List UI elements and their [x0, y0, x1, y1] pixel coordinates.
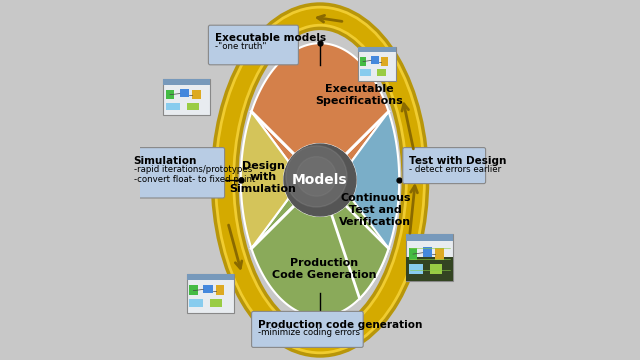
Text: - detect errors earlier: - detect errors earlier: [409, 165, 501, 174]
Polygon shape: [252, 198, 388, 317]
FancyBboxPatch shape: [406, 257, 453, 281]
FancyBboxPatch shape: [193, 90, 201, 99]
Text: Production code generation: Production code generation: [258, 320, 422, 330]
Text: -"one truth": -"one truth": [214, 42, 266, 51]
FancyBboxPatch shape: [358, 47, 396, 81]
FancyBboxPatch shape: [180, 89, 189, 97]
Text: Executable
Specifications: Executable Specifications: [316, 84, 403, 106]
Text: Models: Models: [292, 173, 348, 187]
Text: Continuous
Test and
Verification: Continuous Test and Verification: [339, 193, 412, 227]
Text: -minimize coding errors: -minimize coding errors: [258, 328, 360, 337]
FancyBboxPatch shape: [210, 300, 222, 307]
Circle shape: [284, 144, 356, 216]
FancyBboxPatch shape: [406, 234, 453, 281]
FancyBboxPatch shape: [423, 247, 432, 257]
FancyBboxPatch shape: [360, 57, 367, 66]
Polygon shape: [252, 43, 388, 162]
FancyBboxPatch shape: [166, 103, 180, 110]
FancyBboxPatch shape: [358, 47, 396, 52]
Polygon shape: [241, 112, 289, 248]
FancyBboxPatch shape: [187, 274, 234, 313]
FancyBboxPatch shape: [360, 69, 371, 76]
FancyBboxPatch shape: [216, 285, 224, 295]
FancyBboxPatch shape: [409, 248, 417, 260]
Circle shape: [286, 146, 347, 207]
Text: Production
Code Generation: Production Code Generation: [272, 258, 376, 280]
FancyBboxPatch shape: [187, 103, 198, 110]
Text: Design
with
Simulation: Design with Simulation: [230, 161, 296, 194]
FancyBboxPatch shape: [430, 264, 442, 274]
FancyBboxPatch shape: [381, 57, 388, 66]
FancyBboxPatch shape: [163, 79, 210, 85]
FancyBboxPatch shape: [252, 311, 364, 347]
FancyBboxPatch shape: [406, 234, 453, 241]
FancyBboxPatch shape: [435, 248, 444, 260]
FancyBboxPatch shape: [203, 285, 212, 293]
FancyBboxPatch shape: [189, 285, 198, 295]
Circle shape: [296, 157, 336, 196]
Polygon shape: [338, 112, 399, 298]
Text: Test with Design: Test with Design: [409, 156, 506, 166]
FancyBboxPatch shape: [127, 148, 225, 198]
FancyBboxPatch shape: [187, 274, 234, 280]
FancyBboxPatch shape: [166, 90, 174, 99]
FancyBboxPatch shape: [403, 148, 486, 184]
Text: -rapid iterations/prototypes
-convert float- to fixed point: -rapid iterations/prototypes -convert fl…: [134, 165, 255, 184]
FancyBboxPatch shape: [209, 25, 298, 65]
FancyBboxPatch shape: [409, 264, 423, 274]
FancyBboxPatch shape: [189, 300, 203, 307]
Text: Simulation: Simulation: [134, 156, 197, 166]
FancyBboxPatch shape: [163, 79, 210, 115]
Text: Executable models: Executable models: [214, 33, 326, 44]
FancyBboxPatch shape: [371, 57, 379, 64]
FancyBboxPatch shape: [377, 69, 386, 76]
